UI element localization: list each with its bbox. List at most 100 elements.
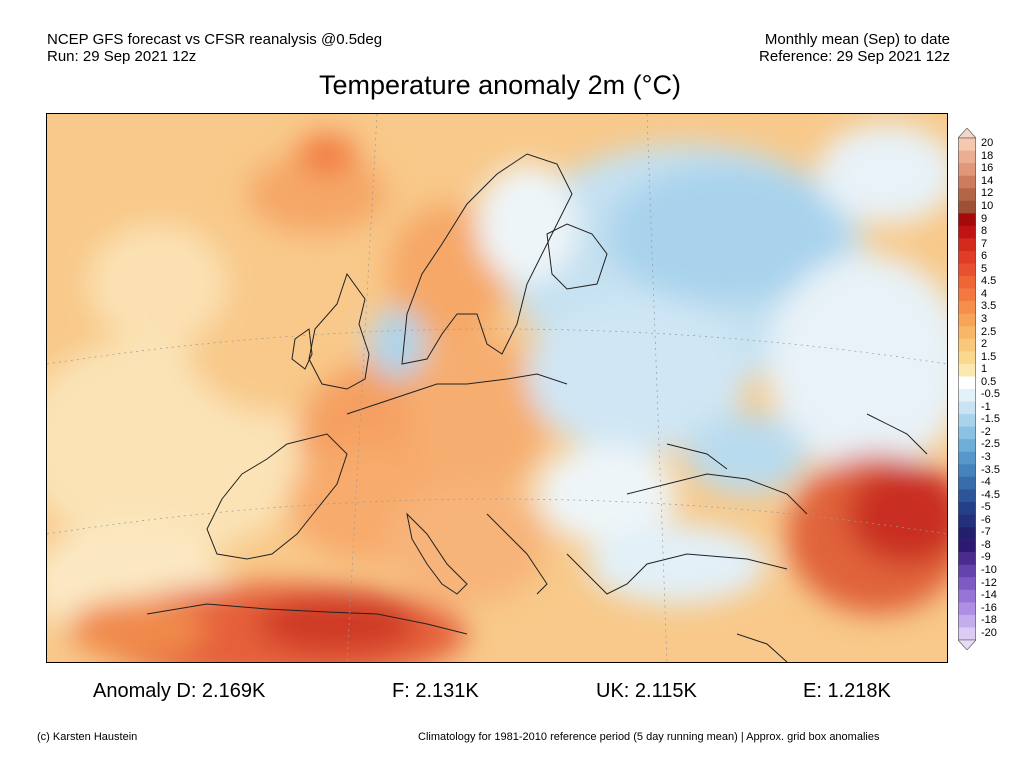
colorbar-swatch — [958, 301, 976, 314]
anomaly-field — [47, 124, 947, 662]
colorbar-swatch — [958, 363, 976, 377]
reference-time: Reference: 29 Sep 2021 12z — [759, 48, 950, 65]
colorbar-swatch — [958, 213, 976, 227]
colorbar-swatch — [958, 188, 976, 202]
colorbar-swatch — [958, 501, 976, 515]
colorbar-tick-label: 3.5 — [981, 300, 997, 313]
colorbar-swatch — [958, 389, 976, 402]
header-left: NCEP GFS forecast vs CFSR reanalysis @0.… — [47, 31, 382, 65]
colorbar-swatch — [958, 564, 976, 578]
colorbar-swatch — [958, 238, 976, 252]
colorbar-swatch — [958, 426, 976, 440]
colorbar-tick-label: 0.5 — [981, 375, 997, 388]
colorbar-tick-label: 6 — [981, 250, 988, 263]
stat-domain-anomaly: Anomaly D: 2.169K — [93, 680, 266, 702]
colorbar-swatch — [958, 401, 976, 415]
colorbar-tick-label: 12 — [981, 187, 994, 200]
climatology-note: Climatology for 1981-2010 reference peri… — [418, 731, 880, 743]
colorbar-swatch — [958, 514, 976, 528]
colorbar-swatch — [958, 163, 976, 176]
stat-uk: UK: 2.115K — [596, 680, 697, 702]
colorbar-tick-label: 16 — [981, 162, 994, 175]
colorbar-tick-label: -14 — [981, 589, 997, 602]
colorbar-swatch — [958, 326, 976, 340]
colorbar-swatch — [958, 539, 976, 553]
colorbar-tick-label: 18 — [981, 149, 994, 162]
colorbar-tick-label: 4.5 — [981, 275, 997, 288]
colorbar-tick-label: -16 — [981, 601, 997, 614]
model-description: NCEP GFS forecast vs CFSR reanalysis @0.… — [47, 31, 383, 48]
colorbar-bottom-arrow — [958, 639, 976, 650]
colorbar-tick-label: 10 — [981, 200, 994, 213]
map-title: Temperature anomaly 2m (°C) — [319, 70, 681, 100]
anomaly-map — [46, 113, 948, 663]
colorbar-swatch — [958, 476, 976, 490]
colorbar-tick-label: -3.5 — [981, 463, 1000, 476]
colorbar-tick-label: -9 — [981, 551, 991, 564]
run-time: Run: 29 Sep 2021 12z — [47, 48, 197, 65]
colorbar-tick-label: 2.5 — [981, 325, 997, 338]
colorbar-swatch — [958, 414, 976, 427]
colorbar-tick-label: 1 — [981, 363, 988, 376]
colorbar-swatch — [958, 250, 976, 264]
colorbar-tick-label: 1.5 — [981, 350, 997, 363]
colorbar-tick-label: -4.5 — [981, 488, 1000, 501]
colorbar-tick-label: -10 — [981, 563, 997, 576]
colorbar-tick-label: 20 — [981, 137, 994, 150]
colorbar-swatch — [958, 451, 976, 465]
colorbar-tick-label: 2 — [981, 338, 988, 351]
colorbar-tick-label: -1.5 — [981, 413, 1000, 426]
colorbar-swatch — [958, 589, 976, 603]
colorbar-swatch — [958, 150, 976, 164]
credit: (c) Karsten Haustein — [37, 731, 138, 743]
colorbar-tick-label: -6 — [981, 513, 991, 526]
colorbar-top-arrow — [958, 128, 976, 139]
colorbar-tick-label: 8 — [981, 225, 988, 238]
colorbar-swatch — [958, 288, 976, 302]
colorbar — [958, 128, 976, 650]
colorbar-tick-label: 4 — [981, 287, 988, 300]
colorbar-tick-label: -12 — [981, 576, 997, 589]
colorbar-swatch — [958, 138, 976, 151]
anomaly-map-graphic — [47, 114, 947, 662]
averaging-period: Monthly mean (Sep) to date — [764, 31, 950, 48]
colorbar-swatch — [958, 614, 976, 628]
colorbar-tick-label: 9 — [981, 212, 988, 225]
colorbar-swatch — [958, 263, 976, 277]
colorbar-swatch — [958, 351, 976, 365]
colorbar-swatch — [958, 439, 976, 453]
graticule — [47, 114, 947, 662]
colorbar-tick-label: -0.5 — [981, 388, 1000, 401]
colorbar-tick-label: -20 — [981, 626, 997, 639]
colorbar-tick-label: -2 — [981, 425, 991, 438]
colorbar-tick-label: -7 — [981, 526, 991, 539]
colorbar-swatch — [958, 552, 976, 565]
colorbar-tick-label: 5 — [981, 262, 988, 275]
header-right: Monthly mean (Sep) to date Reference: 29… — [759, 31, 950, 65]
colorbar-tick-label: -18 — [981, 614, 997, 627]
colorbar-tick-label: -1 — [981, 400, 991, 413]
colorbar-tick-label: 3 — [981, 312, 988, 325]
stat-england: E: 1.218K — [803, 680, 891, 702]
colorbar-swatch — [958, 602, 976, 616]
colorbar-tick-label: 14 — [981, 174, 994, 187]
colorbar-tick-label: -2.5 — [981, 438, 1000, 451]
colorbar-swatch — [958, 175, 976, 189]
coastlines — [146, 153, 928, 662]
colorbar-swatch — [958, 527, 976, 540]
stat-france: F: 2.131K — [392, 680, 479, 702]
colorbar-swatch — [958, 338, 976, 352]
colorbar-swatch — [958, 577, 976, 591]
colorbar-tick-label: -8 — [981, 538, 991, 551]
colorbar-swatch — [958, 489, 976, 503]
colorbar-swatch — [958, 627, 976, 641]
colorbar-tick-label: -5 — [981, 501, 991, 514]
colorbar-swatch — [958, 276, 976, 289]
colorbar-swatch — [958, 464, 976, 478]
colorbar-swatch — [958, 225, 976, 239]
colorbar-tick-label: -3 — [981, 451, 991, 464]
colorbar-tick-label: -4 — [981, 476, 991, 489]
colorbar-swatch — [958, 313, 976, 327]
colorbar-tick-label: 7 — [981, 237, 988, 250]
colorbar-swatch — [958, 200, 976, 214]
